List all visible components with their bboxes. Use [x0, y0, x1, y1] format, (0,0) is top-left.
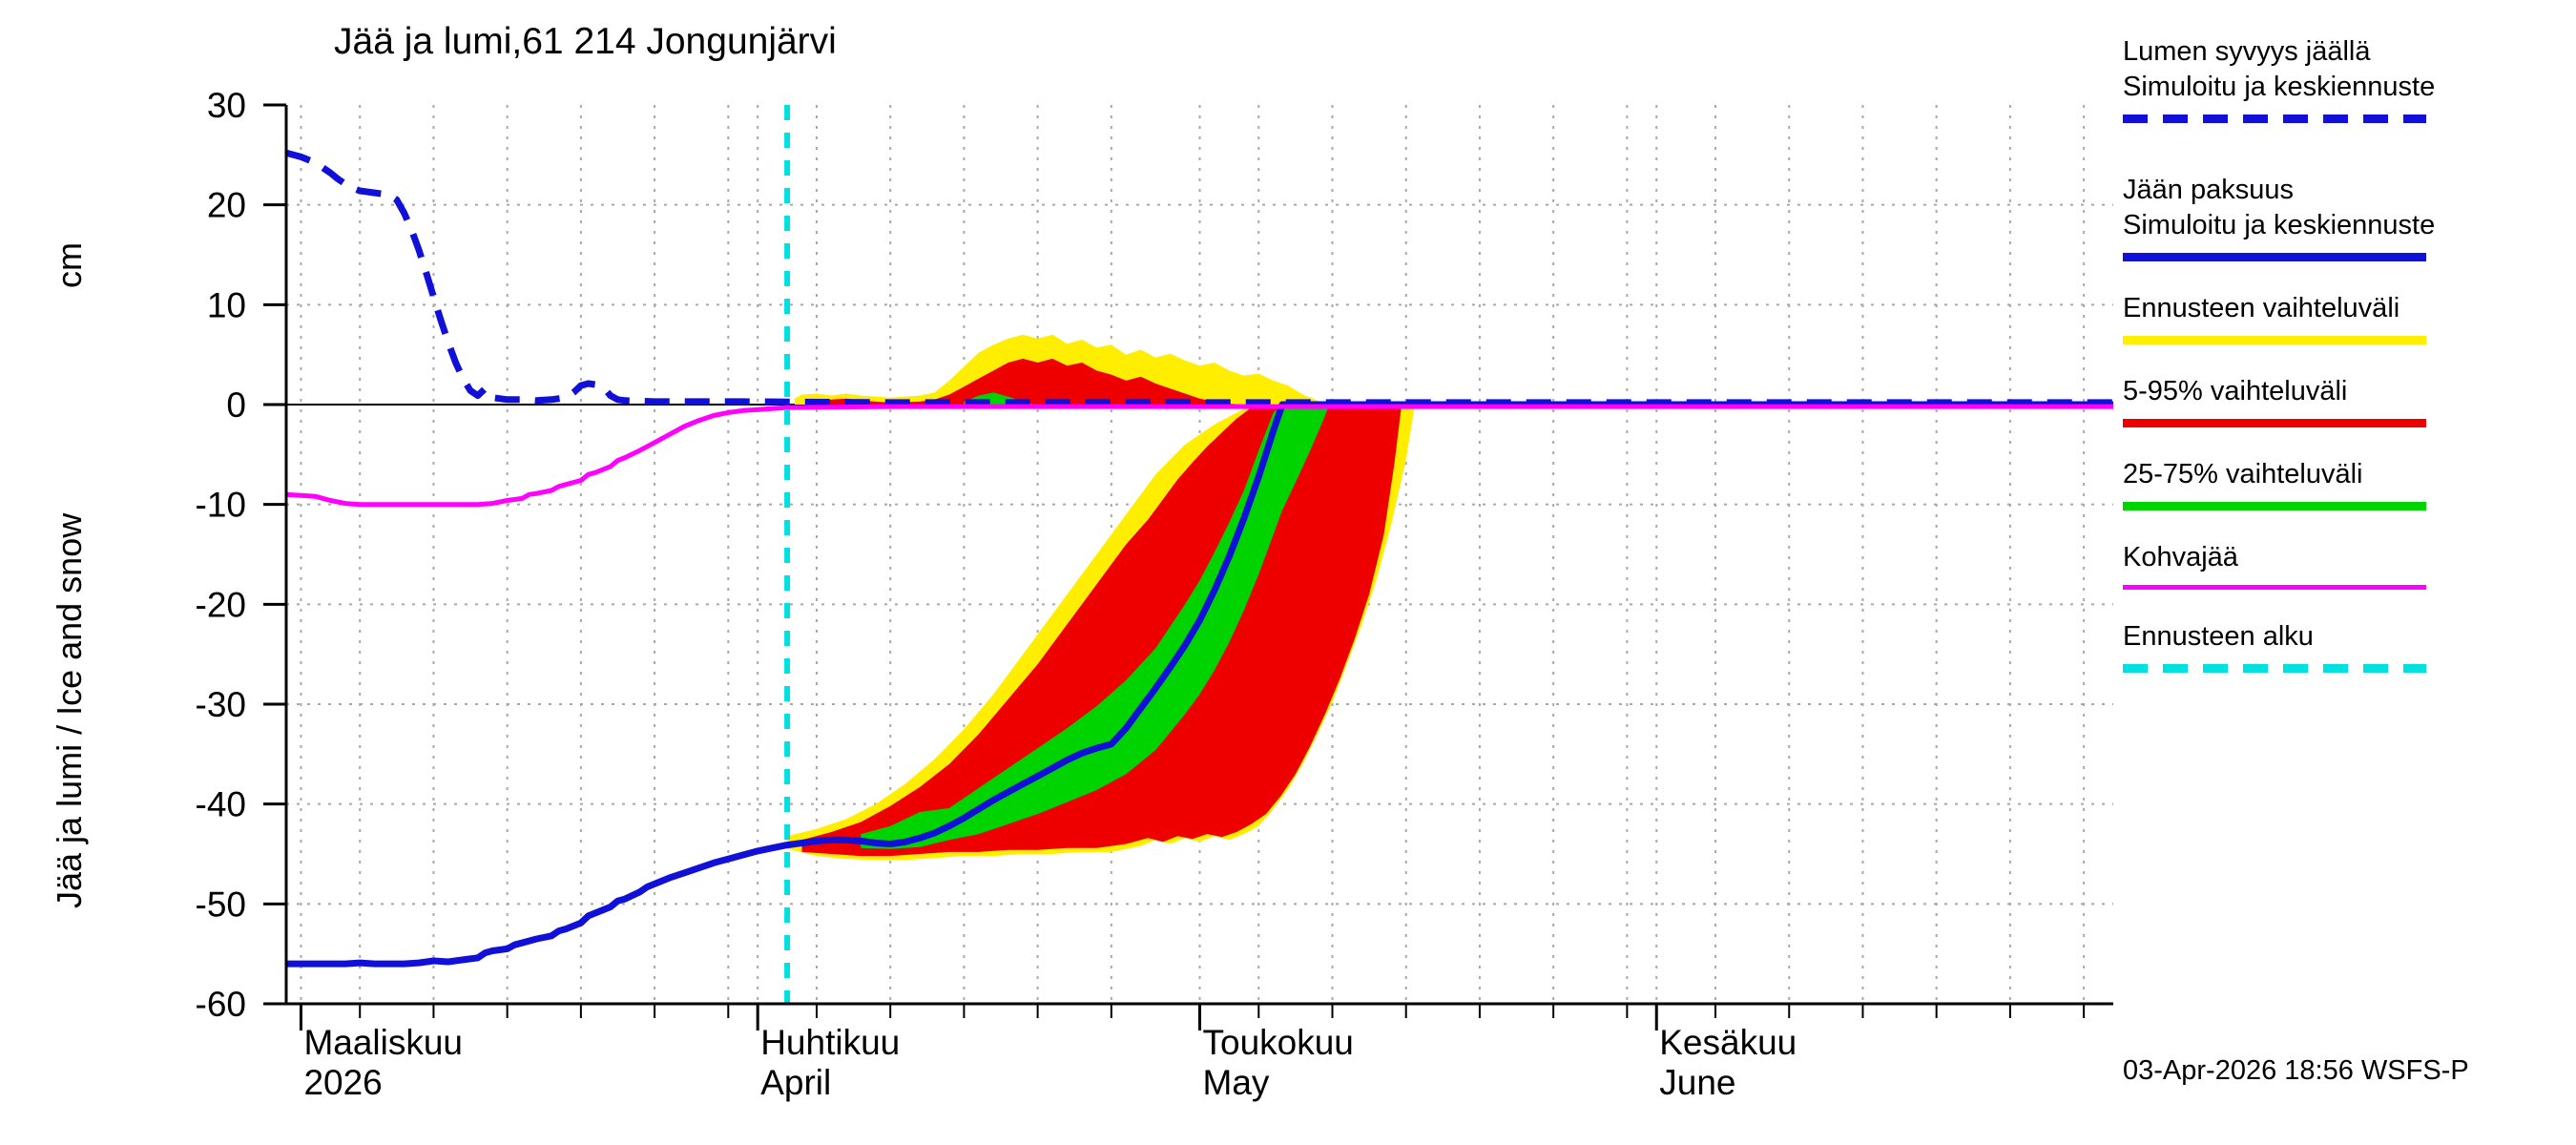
svg-text:Toukokuu: Toukokuu: [1203, 1023, 1354, 1062]
legend-label: Jään paksuus: [2123, 175, 2294, 205]
svg-text:April: April: [760, 1063, 831, 1102]
legend-item-forecast-range: Ennusteen vaihteluväli: [2123, 291, 2571, 344]
svg-text:-60: -60: [196, 985, 246, 1024]
legend-label: Simuloitu ja keskiennuste: [2123, 210, 2436, 240]
svg-text:20: 20: [207, 186, 246, 225]
svg-text:Maaliskuu: Maaliskuu: [303, 1023, 463, 1062]
legend-sample-forecast-range: [2123, 336, 2426, 344]
legend-item-ice-thickness: Jään paksuus Simuloitu ja keskiennuste: [2123, 173, 2571, 261]
svg-text:-30: -30: [196, 685, 246, 724]
legend-label: Kohvajää: [2123, 542, 2238, 572]
legend-item-range-25-75: 25-75% vaihteluväli: [2123, 457, 2571, 510]
legend-label: Ennusteen vaihteluväli: [2123, 293, 2400, 323]
legend-label: 5-95% vaihteluväli: [2123, 376, 2348, 406]
chart-title: Jää ja lumi,61 214 Jongunjärvi: [334, 21, 837, 62]
legend-sample-range-25-75: [2123, 502, 2426, 510]
svg-text:-20: -20: [196, 585, 246, 624]
svg-text:0: 0: [226, 385, 246, 425]
ice-thickness-line: [286, 401, 2113, 968]
svg-text:30: 30: [207, 86, 246, 125]
legend-label: Ennusteen alku: [2123, 621, 2314, 652]
svg-text:May: May: [1203, 1063, 1270, 1102]
y-axis-label: Jää ja lumi / Ice and snow: [50, 512, 89, 908]
band-5-95-above: [817, 358, 1241, 405]
band-5-95-below: [801, 405, 1402, 857]
svg-text:10: 10: [207, 285, 246, 324]
legend-item-forecast-start: Ennusteen alku: [2123, 619, 2571, 673]
legend-sample-kohvajaa: [2123, 585, 2426, 590]
snow-depth-line: [285, 149, 2113, 406]
legend-sample-range-5-95: [2123, 419, 2426, 427]
band-25-75-below: [861, 405, 1330, 849]
kohvajaa-line: [285, 404, 2113, 508]
vertical-gridlines: [300, 105, 2086, 1004]
legend-label: Simuloitu ja keskiennuste: [2123, 72, 2436, 102]
x-ticks: [299, 1004, 2086, 1030]
legend-sample-snow-depth: [2123, 114, 2426, 123]
legend-item-kohvajaa: Kohvajää: [2123, 540, 2571, 590]
svg-text:June: June: [1659, 1063, 1735, 1102]
svg-text:2026: 2026: [303, 1063, 382, 1102]
y-ticks: [263, 103, 286, 1006]
svg-text:-50: -50: [196, 885, 246, 924]
legend: Lumen syvyys jäällä Simuloitu ja keskienn…: [2123, 34, 2571, 702]
svg-text:-10: -10: [196, 486, 246, 525]
timestamp-label: 03-Apr-2026 18:56 WSFS-P: [2123, 1055, 2469, 1086]
legend-label: 25-75% vaihteluväli: [2123, 459, 2363, 489]
legend-sample-forecast-start: [2123, 664, 2426, 673]
legend-item-snow-depth: Lumen syvyys jäällä Simuloitu ja keskienn…: [2123, 34, 2571, 123]
svg-text:-40: -40: [196, 785, 246, 824]
legend-label: Lumen syvyys jäällä: [2123, 36, 2371, 67]
y-axis-unit-label: cm: [50, 242, 89, 288]
svg-text:Huhtikuu: Huhtikuu: [760, 1023, 900, 1062]
legend-sample-ice-thickness: [2123, 253, 2426, 261]
y-tick-labels: 30 20 10 0 -10 -20 -30 -40 -50 -60: [196, 86, 246, 1024]
svg-text:Kesäkuu: Kesäkuu: [1659, 1023, 1797, 1062]
legend-item-range-5-95: 5-95% vaihteluväli: [2123, 374, 2571, 427]
